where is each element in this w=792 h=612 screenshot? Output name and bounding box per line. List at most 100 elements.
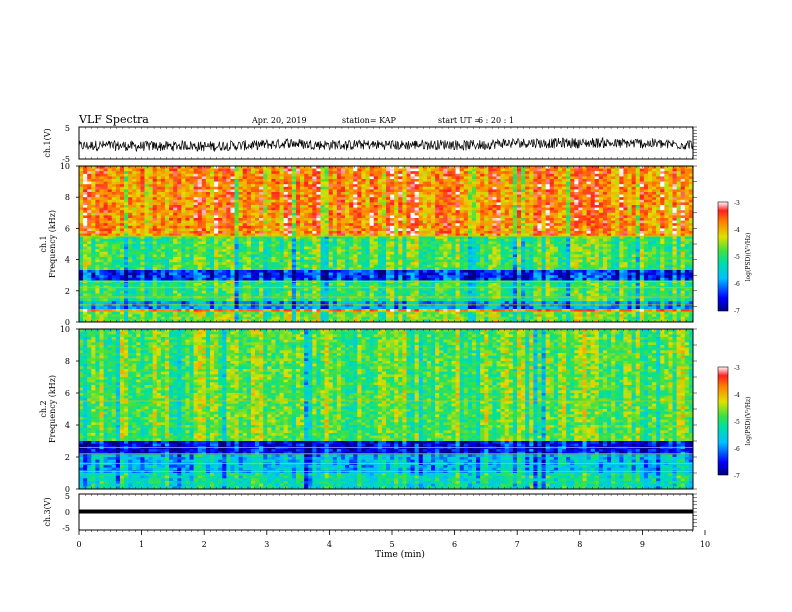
spectrogram-cell — [431, 202, 436, 206]
spectrogram-cell — [688, 199, 694, 203]
spectrogram-cell — [324, 228, 329, 232]
spectrogram-cell — [529, 218, 534, 221]
spectrogram-cell — [615, 244, 620, 247]
spectrogram-cell — [447, 241, 452, 245]
spectrogram-cell — [566, 231, 571, 234]
spectrogram-cell — [566, 246, 571, 250]
spectrogram-cell — [320, 244, 325, 247]
spectrogram-cell — [459, 168, 465, 172]
spectrogram-cell — [242, 202, 248, 206]
spectrogram-cell — [672, 207, 677, 211]
spectrogram-cell — [230, 205, 235, 208]
spectrogram-cell — [181, 181, 186, 185]
spectrogram-cell — [439, 228, 444, 232]
spectrogram-cell — [124, 207, 129, 211]
spectrogram-cell — [79, 205, 84, 208]
spectrogram-cell — [660, 181, 665, 185]
spectrogram-cell — [300, 205, 305, 208]
spectrogram-cell — [455, 228, 460, 232]
spectrogram-cell — [267, 173, 272, 177]
spectrogram-cell — [160, 197, 166, 201]
spectrogram-cell — [132, 246, 137, 250]
spectrogram-cell — [279, 189, 284, 193]
spectrogram-cell — [512, 236, 518, 240]
spectrogram-cell — [279, 231, 284, 234]
spectrogram-cell — [205, 192, 211, 195]
spectrogram-cell — [279, 225, 284, 229]
spectrogram-cell — [680, 228, 686, 232]
spectrogram-cell — [578, 194, 583, 198]
spectrogram-cell — [521, 179, 526, 182]
spectrogram-cell — [283, 231, 289, 234]
spectrogram-cell — [365, 189, 370, 193]
spectrogram-cell — [353, 176, 358, 180]
spectrogram-cell — [160, 189, 166, 193]
spectrogram-cell — [107, 199, 113, 203]
spectrogram-cell — [234, 171, 239, 175]
spectrogram-cell — [402, 199, 407, 203]
spectrogram-cell — [287, 176, 293, 180]
spectrogram-cell — [594, 218, 600, 221]
spectrogram-cell — [398, 166, 403, 169]
spectrogram-cell — [332, 244, 338, 247]
spectrogram-cell — [279, 218, 284, 221]
spectrogram-cell — [87, 192, 92, 195]
spectrogram-cell — [664, 244, 669, 247]
spectrogram-cell — [156, 176, 162, 180]
spectrogram-cell — [484, 220, 489, 224]
spectrogram-cell — [586, 184, 591, 188]
spectrogram-cell — [234, 228, 239, 232]
spectrogram-cell — [586, 215, 591, 219]
spectrogram-cell — [381, 173, 387, 177]
spectrogram-cell — [598, 194, 604, 198]
spectrogram-cell — [619, 241, 624, 245]
spectrogram-cell — [336, 181, 342, 185]
spectrogram-cell — [582, 225, 587, 229]
spectrogram-cell — [140, 210, 145, 214]
spectrogram-cell — [615, 215, 620, 219]
spectrogram-cell — [275, 168, 280, 172]
spectrogram-cell — [340, 179, 346, 182]
spectrogram-cell — [140, 186, 145, 190]
spectrogram-cell — [512, 238, 518, 242]
spectrogram-cell — [623, 241, 628, 245]
spectrogram-cell — [234, 236, 239, 240]
spectrogram-cell — [459, 179, 465, 182]
spectrogram-cell — [193, 215, 198, 219]
spectrogram-cell — [148, 215, 153, 219]
spectrogram-cell — [189, 184, 194, 188]
spectrogram-cell — [455, 173, 460, 177]
spectrogram-cell — [312, 236, 317, 240]
spectrogram-cell — [136, 197, 141, 201]
spectrogram-cell — [476, 246, 481, 250]
spectrogram-cell — [549, 218, 555, 221]
spectrogram-cell — [594, 244, 600, 247]
spectrogram-cell — [271, 199, 276, 203]
spectrogram-cell — [680, 249, 686, 253]
spectrogram-cell — [639, 249, 645, 253]
spectrogram-cell — [336, 202, 342, 206]
spectrogram-cell — [369, 176, 375, 180]
spectrogram-cell — [181, 176, 186, 180]
spectrogram-cell — [611, 246, 616, 250]
spectrogram-cell — [553, 192, 559, 195]
spectrogram-cell — [467, 212, 473, 216]
spectrogram-cell — [353, 168, 358, 172]
spectrogram-cell — [451, 181, 456, 185]
spectrogram-cell — [586, 192, 591, 195]
spectrogram-cell — [312, 212, 317, 216]
spectrogram-cell — [533, 210, 538, 214]
spectrogram-cell — [549, 184, 555, 188]
spectrogram-cell — [607, 210, 612, 214]
spectrogram-cell — [91, 212, 96, 216]
spectrogram-cell — [279, 202, 284, 206]
spectrogram-cell — [549, 207, 555, 211]
spectrogram-cell — [435, 212, 440, 216]
spectrogram-cell — [615, 246, 620, 250]
spectrogram-cell — [680, 241, 686, 245]
spectrogram-cell — [201, 205, 207, 208]
spectrogram-cell — [451, 207, 456, 211]
spectrogram-cell — [197, 166, 203, 169]
spectrogram-cell — [169, 176, 174, 180]
spectrogram-cell — [136, 207, 141, 211]
